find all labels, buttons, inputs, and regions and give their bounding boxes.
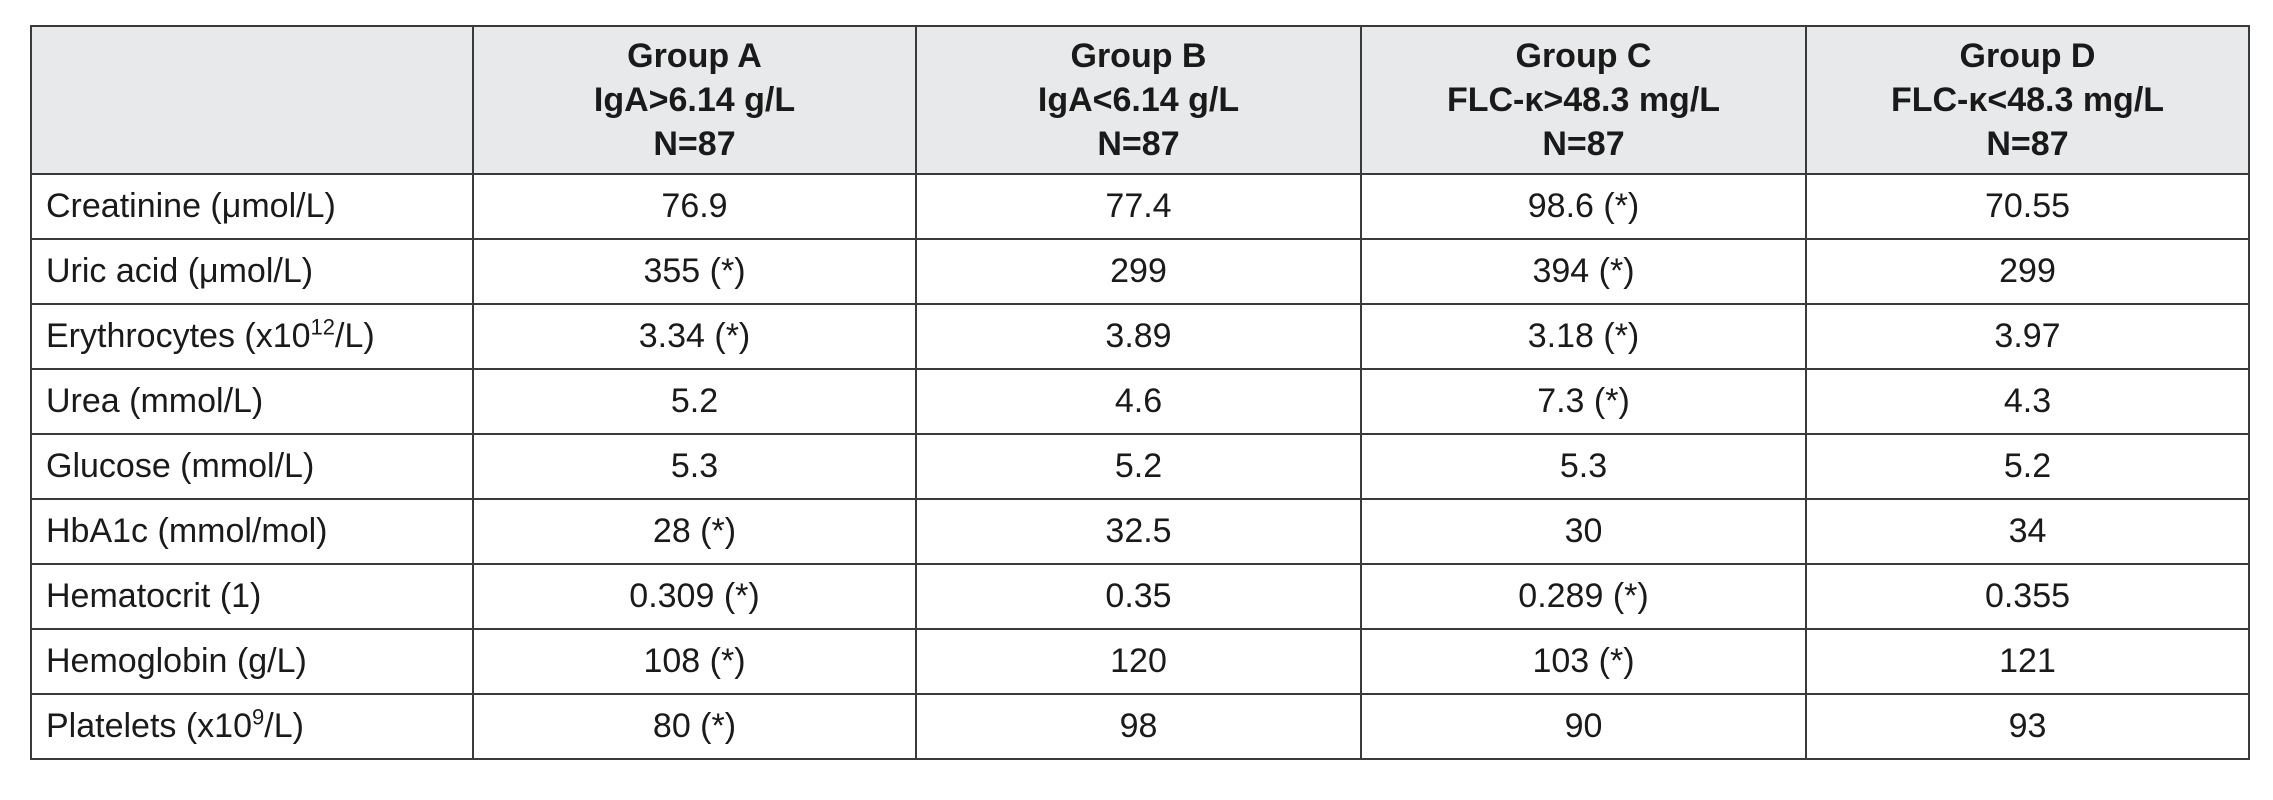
cell-value: 108 (*) (472, 628, 917, 695)
group-name: Group C (1515, 37, 1652, 75)
table-row: Urea (mmol/L) 5.2 4.6 7.3 (*) 4.3 (30, 368, 2250, 435)
cell-value: 3.18 (*) (1360, 303, 1807, 370)
cell-value: 3.97 (1805, 303, 2250, 370)
group-name: Group D (1959, 37, 2096, 75)
table-row: Hemoglobin (g/L) 108 (*) 120 103 (*) 121 (30, 628, 2250, 695)
row-label: HbA1c (mmol/mol) (30, 498, 474, 565)
cell-value: 32.5 (915, 498, 1362, 565)
cell-value: 299 (915, 238, 1362, 305)
table-row: Hematocrit (1) 0.309 (*) 0.35 0.289 (*) … (30, 563, 2250, 630)
header-group-c: Group C FLC-κ>48.3 mg/L N=87 (1360, 25, 1807, 175)
group-n: N=87 (1986, 125, 2069, 163)
group-criterion: FLC-κ>48.3 mg/L (1446, 81, 1721, 119)
row-label: Urea (mmol/L) (30, 368, 474, 435)
header-row: Group A IgA>6.14 g/L N=87 Group B IgA<6.… (30, 25, 2250, 175)
group-criterion: FLC-κ<48.3 mg/L (1890, 81, 2165, 119)
group-n: N=87 (1542, 125, 1625, 163)
cell-value: 5.2 (915, 433, 1362, 500)
row-label: Glucose (mmol/L) (30, 433, 474, 500)
cell-value: 77.4 (915, 173, 1362, 240)
row-label: Uric acid (μmol/L) (30, 238, 474, 305)
lab-values-table-container: Group A IgA>6.14 g/L N=87 Group B IgA<6.… (30, 25, 2250, 780)
cell-value: 120 (915, 628, 1362, 695)
cell-value: 28 (*) (472, 498, 917, 565)
row-label: Hematocrit (1) (30, 563, 474, 630)
row-label-text: Platelets (x10 (46, 707, 252, 745)
cell-value: 76.9 (472, 173, 917, 240)
row-label: Erythrocytes (x1012/L) (30, 303, 474, 370)
cell-value: 30 (1360, 498, 1807, 565)
row-label-text: Erythrocytes (x10 (46, 317, 311, 355)
cell-value: 394 (*) (1360, 238, 1807, 305)
cell-value: 4.6 (915, 368, 1362, 435)
table-row: Creatinine (μmol/L) 76.9 77.4 98.6 (*) 7… (30, 173, 2250, 240)
group-criterion: IgA<6.14 g/L (1037, 81, 1240, 119)
cell-value: 4.3 (1805, 368, 2250, 435)
cell-value: 0.355 (1805, 563, 2250, 630)
cell-value: 5.2 (1805, 433, 2250, 500)
cell-value: 3.34 (*) (472, 303, 917, 370)
table-body: Creatinine (μmol/L) 76.9 77.4 98.6 (*) 7… (30, 173, 2250, 760)
table-row: Erythrocytes (x1012/L) 3.34 (*) 3.89 3.1… (30, 303, 2250, 370)
row-label: Hemoglobin (g/L) (30, 628, 474, 695)
group-name: Group B (1070, 37, 1207, 75)
table-row: Uric acid (μmol/L) 355 (*) 299 394 (*) 2… (30, 238, 2250, 305)
cell-value: 34 (1805, 498, 2250, 565)
cell-value: 7.3 (*) (1360, 368, 1807, 435)
cell-value: 103 (*) (1360, 628, 1807, 695)
cell-value: 98 (915, 693, 1362, 760)
cell-value: 93 (1805, 693, 2250, 760)
table-row: HbA1c (mmol/mol) 28 (*) 32.5 30 34 (30, 498, 2250, 565)
row-label: Creatinine (μmol/L) (30, 173, 474, 240)
cell-value: 121 (1805, 628, 2250, 695)
table-row: Platelets (x109/L) 80 (*) 98 90 93 (30, 693, 2250, 760)
cell-value: 5.2 (472, 368, 917, 435)
cell-value: 5.3 (472, 433, 917, 500)
row-label-exponent: 9 (252, 704, 265, 730)
cell-value: 3.89 (915, 303, 1362, 370)
table-header: Group A IgA>6.14 g/L N=87 Group B IgA<6.… (30, 25, 2250, 175)
group-name: Group A (627, 37, 762, 75)
cell-value: 80 (*) (472, 693, 917, 760)
header-group-a: Group A IgA>6.14 g/L N=87 (472, 25, 917, 175)
cell-value: 90 (1360, 693, 1807, 760)
cell-value: 0.289 (*) (1360, 563, 1807, 630)
row-label-unit: /L) (264, 707, 304, 745)
cell-value: 355 (*) (472, 238, 917, 305)
row-label-unit: /L) (335, 317, 375, 355)
table-row: Glucose (mmol/L) 5.3 5.2 5.3 5.2 (30, 433, 2250, 500)
header-group-b: Group B IgA<6.14 g/L N=87 (915, 25, 1362, 175)
row-label: Platelets (x109/L) (30, 693, 474, 760)
header-corner-cell (30, 25, 474, 175)
header-group-d: Group D FLC-κ<48.3 mg/L N=87 (1805, 25, 2250, 175)
cell-value: 98.6 (*) (1360, 173, 1807, 240)
row-label-exponent: 12 (310, 314, 336, 340)
group-criterion: IgA>6.14 g/L (593, 81, 796, 119)
lab-values-table: Group A IgA>6.14 g/L N=87 Group B IgA<6.… (30, 25, 2250, 760)
cell-value: 5.3 (1360, 433, 1807, 500)
cell-value: 299 (1805, 238, 2250, 305)
group-n: N=87 (1097, 125, 1180, 163)
cell-value: 0.35 (915, 563, 1362, 630)
cell-value: 70.55 (1805, 173, 2250, 240)
group-n: N=87 (653, 125, 736, 163)
cell-value: 0.309 (*) (472, 563, 917, 630)
